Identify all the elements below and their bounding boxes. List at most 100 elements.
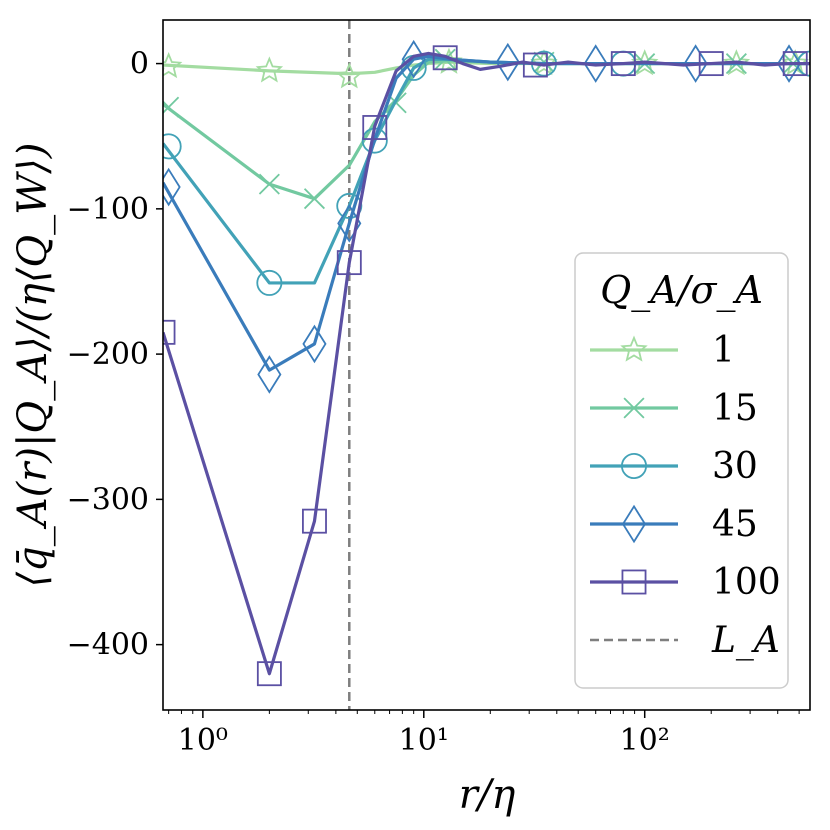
data-point-100-5 [432,45,458,71]
data-point-15-1 [258,173,280,195]
legend-marker-30-shape [621,452,648,479]
data-point-1-1-shape [255,56,284,83]
data-point-30-0-shape [163,133,182,160]
y-tick-label-1: −100 [67,192,149,227]
legend-label-vline: L_A [711,620,780,661]
data-point-45-5 [495,42,520,82]
series-line-15 [163,59,810,201]
data-point-30-1 [256,269,283,296]
y-axis-label: ⟨q̄_A(r)|Q_A⟩/(η⟨Q_W⟩) [10,143,56,588]
data-point-100-8-shape [698,51,724,77]
data-point-100-6-shape [522,52,548,78]
data-point-15-0-shape [163,96,180,118]
y-tick-label-3: −300 [67,482,149,517]
data-point-1-0 [163,52,183,79]
data-point-1-2-shape [335,62,364,89]
data-point-45-5-shape [495,42,520,82]
data-point-100-4-shape [362,115,388,140]
series-line-100 [163,51,810,676]
data-point-100-0-shape [163,319,176,345]
data-point-1-1 [255,56,284,83]
data-point-30-1-shape [256,269,283,296]
data-point-45-1 [257,355,282,394]
legend-item-30: 30 [590,446,758,487]
data-point-1-5 [630,49,659,76]
data-point-1-5-shape [630,49,659,76]
y-tick-label-0: 0 [130,47,149,82]
data-point-1-6 [722,49,751,76]
data-point-45-7 [683,44,708,83]
series-layer [163,20,810,710]
x-tick-label-2: 10² [620,723,670,758]
data-point-1-7-shape [781,49,809,76]
data-point-100-9 [782,51,808,77]
data-point-100-0 [163,319,176,345]
data-point-45-6 [583,44,608,83]
data-point-1-6-shape [722,49,751,76]
plot-frame [162,19,811,711]
data-point-1-4 [530,49,558,76]
series-line-30 [163,57,810,285]
legend: Q_A/σ_A 1 15 30 45 100 L_A [574,252,789,689]
y-tick-label-4: −400 [67,628,149,663]
legend-item-vline: L_A [590,620,780,661]
data-point-100-9-shape [782,51,808,77]
legend-marker-1-shape [620,335,648,362]
legend-marker-100 [621,569,647,595]
legend-box [574,252,789,689]
legend-marker-100-shape [621,569,647,595]
legend-item-15: 15 [590,388,758,429]
series-100 [163,45,810,687]
y-tick-label-2: −200 [67,337,149,372]
data-point-45-0 [163,167,181,207]
legend-title: Q_A/σ_A [600,268,763,313]
data-point-15-1-shape [258,173,280,195]
legend-label-45: 45 [712,504,758,545]
legend-marker-45-shape [621,504,647,544]
data-point-1-2 [335,62,364,89]
legend-marker-45 [621,504,647,544]
data-point-100-7 [610,51,636,77]
legend-marker-15 [623,397,645,419]
legend-marker-15-shape [623,397,645,419]
legend-item-100: 100 [590,562,781,603]
data-point-45-6-shape [583,44,608,83]
data-point-100-5-shape [432,45,458,71]
data-point-45-1-shape [257,355,282,394]
data-point-100-7-shape [610,51,636,77]
data-point-100-3-shape [336,250,362,276]
data-point-15-2 [303,188,326,210]
data-point-45-7-shape [683,44,708,83]
data-point-45-8-shape [776,44,802,83]
data-point-100-1-shape [256,661,282,687]
data-point-100-3 [336,250,362,276]
data-point-45-2-shape [302,324,327,364]
legend-item-1: 1 [590,330,735,371]
data-point-15-2-shape [303,188,326,210]
data-point-1-7 [781,49,809,76]
legend-marker-30 [621,452,648,479]
legend-item-45: 45 [590,504,758,545]
legend-label-30: 30 [712,446,758,487]
x-axis-label: r/η [459,772,516,818]
data-point-30-0 [163,133,182,160]
legend-label-1: 1 [712,330,735,371]
data-point-1-4-shape [530,49,558,76]
x-tick-label-0: 10⁰ [178,723,228,758]
data-point-100-1 [256,661,282,687]
legend-marker-1 [620,335,648,362]
data-point-45-0-shape [163,167,181,207]
data-point-45-2 [302,324,327,364]
data-point-1-0-shape [163,52,183,79]
data-point-100-4 [362,115,388,140]
legend-label-15: 15 [712,388,758,429]
data-point-45-8 [776,44,802,83]
x-tick-label-1: 10¹ [399,723,449,758]
plot-border [162,19,811,711]
data-point-100-2 [302,508,327,534]
data-point-100-8 [698,51,724,77]
data-point-15-0 [163,96,180,118]
axis-ticks: 0 −100 −200 −300 −400 10⁰ 10¹ 10² [67,47,800,758]
